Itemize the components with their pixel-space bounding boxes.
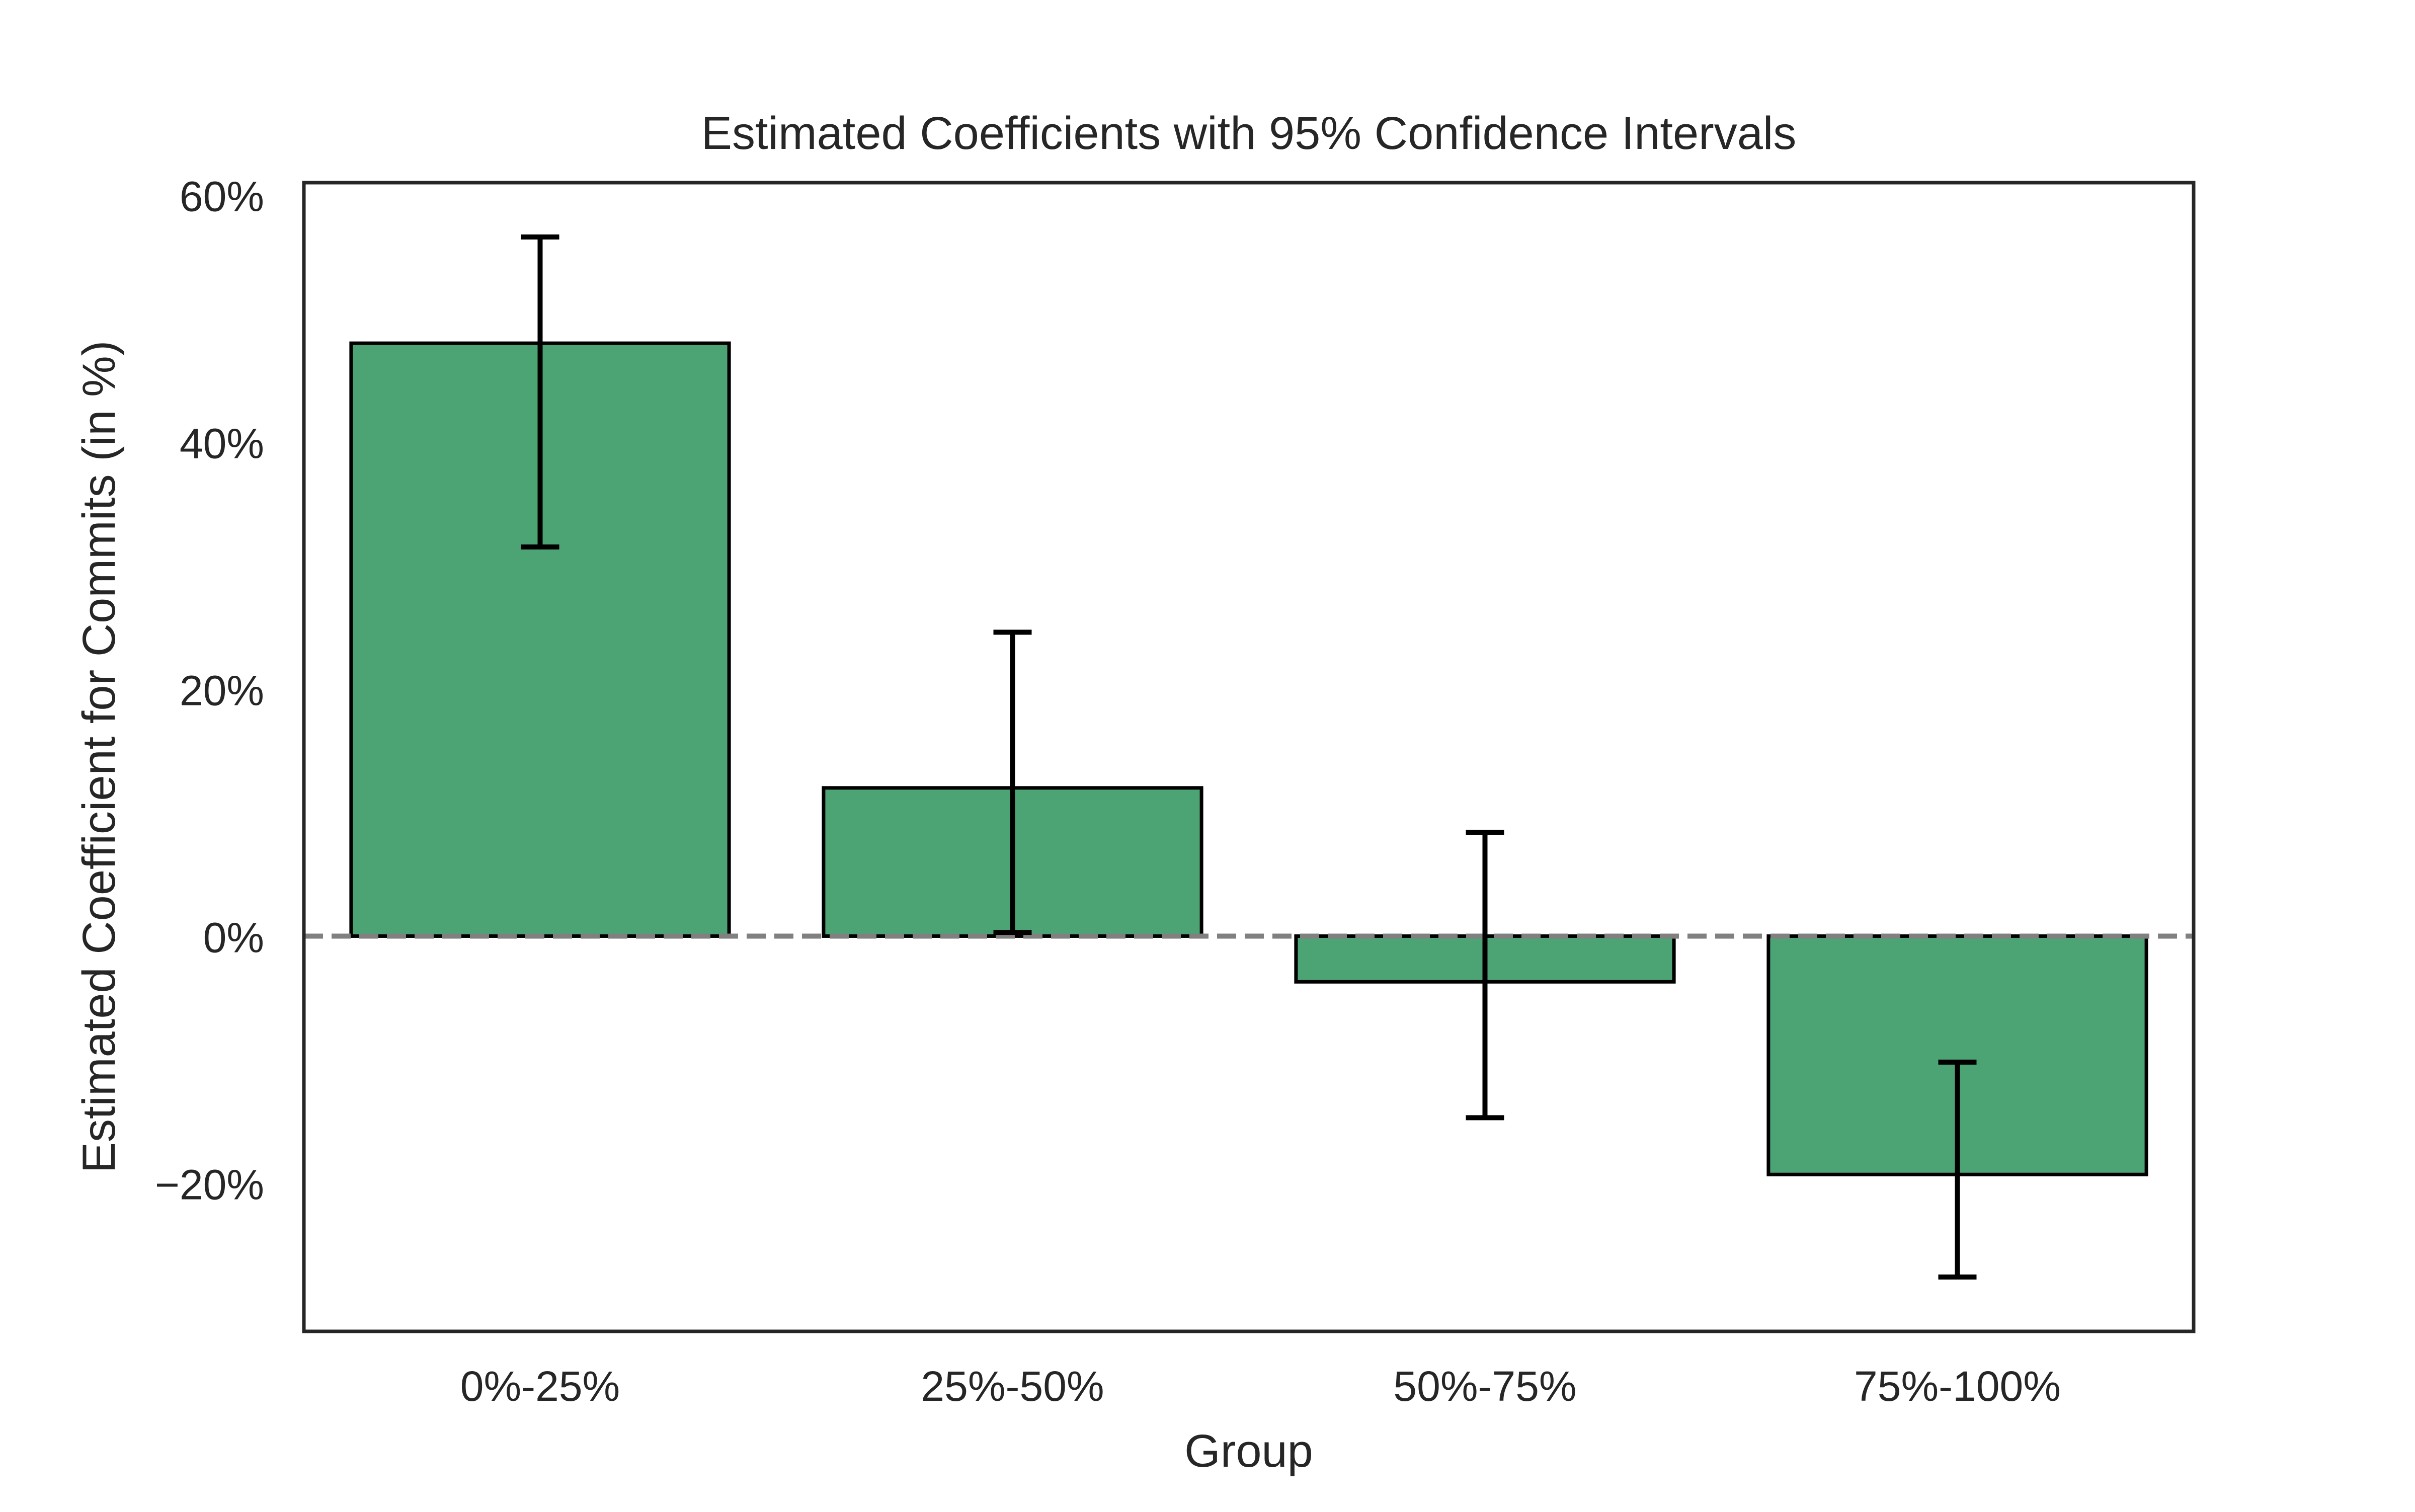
- plot-area: [304, 234, 2194, 1280]
- y-tick-label: 40%: [180, 420, 264, 467]
- y-tick-label: 20%: [180, 667, 264, 714]
- x-tick-label: 25%-50%: [921, 1363, 1104, 1410]
- error-bar: [521, 234, 559, 550]
- x-tick-label: 50%-75%: [1393, 1363, 1576, 1410]
- error-bar: [1466, 830, 1504, 1121]
- y-axis-label: Estimated Coefficient for Commits (in %): [73, 341, 125, 1173]
- error-bar: [993, 629, 1032, 935]
- y-tick-label: 0%: [203, 914, 264, 961]
- chart-title: Estimated Coefficients with 95% Confiden…: [701, 108, 1797, 159]
- x-axis-label: Group: [1184, 1425, 1313, 1477]
- x-tick-label: 75%-100%: [1854, 1363, 2061, 1410]
- x-tick-label: 0%-25%: [460, 1363, 620, 1410]
- y-tick-label: −20%: [155, 1161, 264, 1208]
- y-tick-label: 60%: [180, 173, 264, 220]
- plot-frame: [302, 181, 2196, 1333]
- error-bar: [1938, 1059, 1977, 1280]
